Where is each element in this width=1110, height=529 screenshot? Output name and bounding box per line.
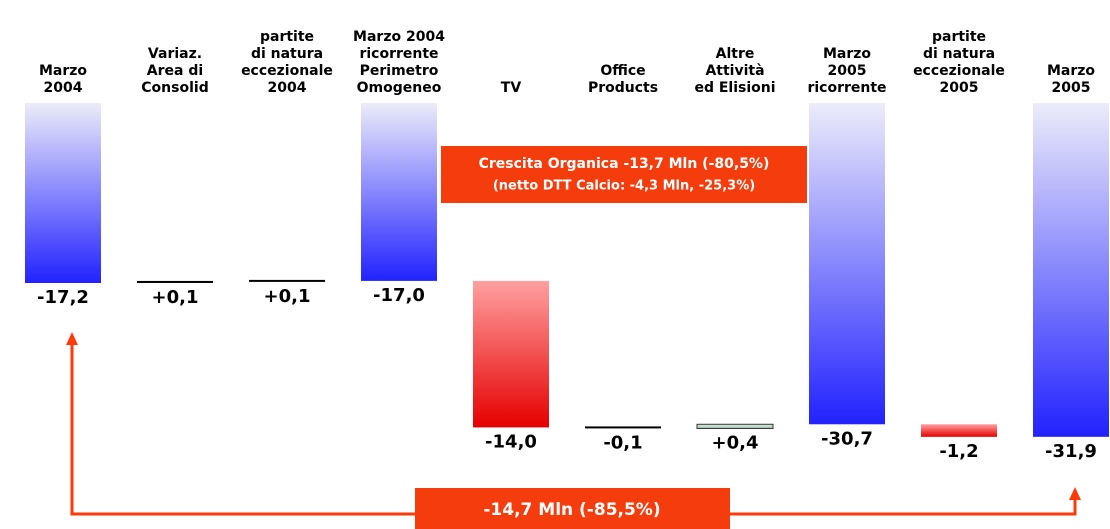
bar bbox=[249, 279, 325, 282]
value-label: +0,1 bbox=[264, 286, 311, 307]
bar bbox=[137, 280, 213, 283]
x-tick-label-line: di natura bbox=[251, 46, 323, 62]
x-tick-label-line: Marzo bbox=[39, 63, 87, 79]
x-tick-label-line: 2004 bbox=[44, 80, 83, 96]
value-label: -31,9 bbox=[1045, 441, 1097, 462]
bar bbox=[361, 103, 437, 281]
x-tick-label: partite di natura eccezionale 2005 bbox=[913, 29, 1005, 96]
x-tick-label-line: ed Elisioni bbox=[694, 80, 775, 96]
value-label: +0,4 bbox=[712, 432, 759, 453]
x-tick-label-line: Variaz. bbox=[148, 46, 202, 62]
x-tick-label: partite di natura eccezionale 2004 bbox=[241, 29, 333, 96]
annotation-box bbox=[441, 146, 807, 203]
x-tick-label-line: 2005 bbox=[828, 63, 867, 79]
value-label: -17,2 bbox=[37, 287, 89, 308]
bar bbox=[809, 103, 885, 425]
x-tick-label-line: TV bbox=[501, 80, 522, 96]
bar bbox=[1033, 103, 1109, 437]
annotation: -14,7 Mln (-85,5%) bbox=[483, 500, 660, 520]
x-tick-label: Variaz. Area di Consolid bbox=[141, 46, 208, 96]
x-tick-label-line: ricorrente bbox=[807, 80, 886, 96]
x-tick-label-line: Omogeneo bbox=[357, 80, 442, 96]
bar bbox=[473, 280, 549, 428]
x-tick-label-line: Altre bbox=[716, 46, 755, 62]
x-tick-label-line: eccezionale bbox=[913, 63, 1005, 79]
x-tick-label-line: eccezionale bbox=[241, 63, 333, 79]
annotation-box bbox=[415, 488, 730, 529]
x-tick-label: Marzo 2004 ricorrente Perimetro Omogeneo bbox=[353, 29, 445, 96]
value-label: -1,2 bbox=[939, 441, 978, 462]
value-label: -0,1 bbox=[603, 432, 642, 453]
x-tick-label-line: Products bbox=[588, 80, 658, 96]
x-tick-label-line: 2004 bbox=[268, 80, 307, 96]
value-label: -17,0 bbox=[373, 285, 425, 306]
x-tick-label: Marzo 2005 ricorrente bbox=[807, 46, 886, 96]
bar bbox=[921, 424, 997, 437]
arrow-head bbox=[1069, 487, 1081, 500]
x-tick-label: TV bbox=[501, 80, 522, 96]
x-tick-label-line: 2005 bbox=[940, 80, 979, 96]
x-tick-label-line: Marzo 2004 bbox=[353, 29, 445, 45]
annotation: Crescita Organica -13,7 Mln (-80,5%) bbox=[479, 156, 770, 172]
value-label: -14,0 bbox=[485, 431, 537, 452]
annotation: (netto DTT Calcio: -4,3 Mln, -25,3%) bbox=[493, 179, 755, 194]
bar bbox=[25, 103, 101, 283]
x-tick-label: Office Products bbox=[588, 63, 658, 96]
bar bbox=[585, 426, 661, 429]
value-label: +0,1 bbox=[152, 287, 199, 308]
x-tick-label-line: Area di bbox=[147, 63, 203, 79]
x-tick-label: Marzo 2004 bbox=[39, 63, 87, 96]
x-tick-label: Altre Attività ed Elisioni bbox=[694, 46, 775, 96]
x-tick-label-line: ricorrente bbox=[359, 46, 438, 62]
x-tick-label-line: Office bbox=[600, 63, 645, 79]
x-tick-label-line: Marzo bbox=[823, 46, 871, 62]
x-tick-label-line: Consolid bbox=[141, 80, 208, 96]
x-tick-label-line: di natura bbox=[923, 46, 995, 62]
x-tick-label-line: Attività bbox=[705, 63, 764, 79]
value-label: -30,7 bbox=[821, 428, 873, 449]
arrow-head bbox=[66, 332, 78, 345]
x-tick-label-line: Perimetro bbox=[360, 63, 439, 79]
x-tick-label-line: partite bbox=[260, 29, 314, 45]
x-tick-label: Marzo 2005 bbox=[1047, 63, 1095, 96]
x-tick-label-line: Marzo bbox=[1047, 63, 1095, 79]
x-tick-label-line: 2005 bbox=[1052, 80, 1091, 96]
bar bbox=[696, 423, 774, 429]
x-tick-label-line: partite bbox=[932, 29, 986, 45]
